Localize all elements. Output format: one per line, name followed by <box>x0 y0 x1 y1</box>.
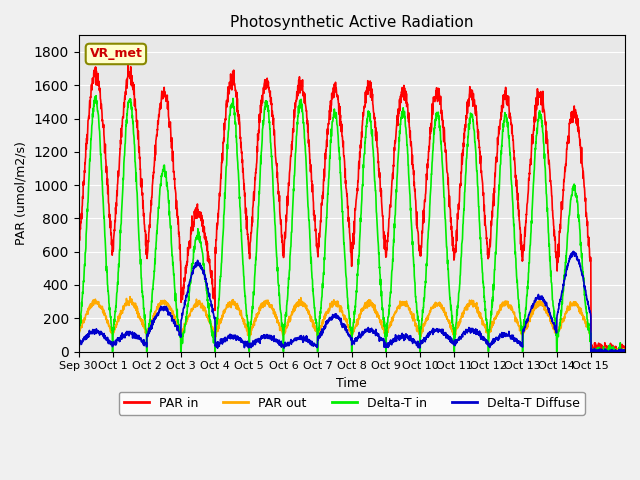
Delta-T Diffuse <box>621 347 629 353</box>
Delta-T in <box>385 313 392 319</box>
Delta-T in <box>516 316 524 322</box>
PAR in <box>547 183 555 189</box>
Title: Photosynthetic Active Radiation: Photosynthetic Active Radiation <box>230 15 474 30</box>
Delta-T Diffuse <box>247 345 255 350</box>
PAR out <box>614 348 621 354</box>
Delta-T Diffuse <box>516 340 524 346</box>
Line: Delta-T Diffuse: Delta-T Diffuse <box>79 252 625 351</box>
Delta-T in <box>621 348 629 354</box>
Legend: PAR in, PAR out, Delta-T in, Delta-T Diffuse: PAR in, PAR out, Delta-T in, Delta-T Dif… <box>119 392 584 415</box>
PAR in <box>621 348 629 353</box>
PAR out <box>126 294 134 300</box>
PAR in <box>75 246 83 252</box>
PAR in <box>614 348 621 354</box>
Text: VR_met: VR_met <box>90 48 142 60</box>
PAR out <box>588 348 595 354</box>
Y-axis label: PAR (umol/m2/s): PAR (umol/m2/s) <box>15 142 28 245</box>
PAR out <box>75 327 83 333</box>
Delta-T in <box>547 279 555 285</box>
Delta-T in <box>614 348 621 354</box>
PAR in <box>248 230 255 236</box>
PAR in <box>516 228 524 234</box>
X-axis label: Time: Time <box>337 377 367 390</box>
PAR in <box>385 224 392 229</box>
Delta-T in <box>248 317 255 323</box>
PAR out <box>547 320 555 326</box>
PAR out <box>385 325 392 331</box>
Delta-T Diffuse <box>570 249 577 254</box>
Line: PAR in: PAR in <box>79 61 625 351</box>
PAR out <box>516 327 524 333</box>
Delta-T Diffuse <box>588 348 595 354</box>
Line: PAR out: PAR out <box>79 297 625 351</box>
Delta-T Diffuse <box>547 313 555 319</box>
PAR in <box>124 59 132 64</box>
PAR in <box>588 348 595 354</box>
Delta-T Diffuse <box>385 342 392 348</box>
PAR out <box>248 326 255 332</box>
PAR out <box>621 348 629 354</box>
Delta-T in <box>129 127 137 133</box>
Delta-T Diffuse <box>614 348 621 354</box>
Delta-T in <box>92 93 100 98</box>
Delta-T in <box>75 348 83 354</box>
Line: Delta-T in: Delta-T in <box>79 96 625 351</box>
Delta-T Diffuse <box>75 342 83 348</box>
PAR out <box>129 301 137 307</box>
Delta-T Diffuse <box>129 331 137 337</box>
PAR in <box>129 84 137 90</box>
